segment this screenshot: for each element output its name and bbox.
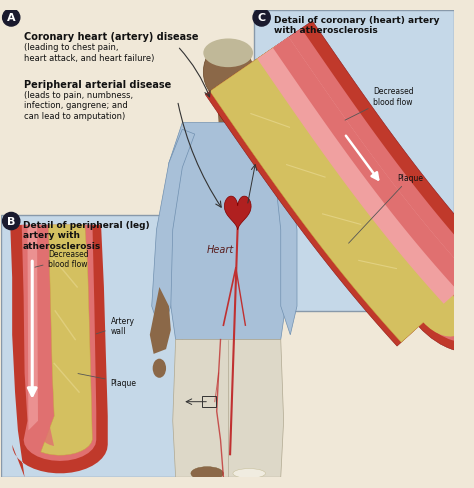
- Text: Detail of coronary (heart) artery
with atherosclerosis: Detail of coronary (heart) artery with a…: [274, 16, 439, 35]
- Text: (leading to chest pain,
heart attack, and heart failure): (leading to chest pain, heart attack, an…: [24, 43, 154, 62]
- Ellipse shape: [203, 40, 253, 68]
- Circle shape: [2, 10, 20, 27]
- Polygon shape: [262, 130, 297, 335]
- Ellipse shape: [398, 253, 474, 352]
- Circle shape: [2, 213, 20, 230]
- Text: B: B: [7, 217, 15, 226]
- Polygon shape: [22, 225, 96, 461]
- Polygon shape: [27, 225, 38, 430]
- Text: C: C: [257, 14, 266, 23]
- Polygon shape: [27, 225, 54, 446]
- Polygon shape: [152, 130, 195, 335]
- Text: Decreased
blood flow: Decreased blood flow: [35, 249, 89, 268]
- FancyBboxPatch shape: [254, 11, 454, 311]
- Ellipse shape: [153, 359, 166, 378]
- Polygon shape: [224, 197, 251, 230]
- Circle shape: [253, 10, 270, 27]
- Text: A: A: [7, 14, 16, 23]
- Polygon shape: [217, 100, 240, 123]
- FancyBboxPatch shape: [0, 216, 182, 477]
- Polygon shape: [173, 340, 283, 477]
- Ellipse shape: [191, 467, 223, 480]
- Polygon shape: [216, 29, 474, 338]
- Ellipse shape: [203, 43, 253, 102]
- Text: Detail of peripheral (leg)
artery with
atherosclerosis: Detail of peripheral (leg) artery with a…: [23, 221, 149, 250]
- Polygon shape: [10, 225, 108, 477]
- Text: (leads to pain, numbness,
infection, gangrene; and
can lead to amputation): (leads to pain, numbness, infection, gan…: [24, 91, 133, 121]
- Text: Peripheral arterial disease: Peripheral arterial disease: [24, 80, 171, 89]
- Ellipse shape: [411, 282, 465, 337]
- Polygon shape: [273, 38, 472, 291]
- Text: Heart: Heart: [207, 244, 234, 254]
- Ellipse shape: [233, 468, 265, 478]
- Polygon shape: [210, 46, 461, 343]
- Polygon shape: [41, 225, 92, 455]
- Polygon shape: [205, 22, 474, 346]
- Text: Plaque: Plaque: [78, 374, 137, 387]
- Polygon shape: [257, 38, 472, 304]
- Polygon shape: [166, 123, 290, 340]
- Text: Decreased
blood flow: Decreased blood flow: [345, 87, 414, 121]
- Text: Coronary heart (artery) disease: Coronary heart (artery) disease: [24, 32, 198, 42]
- Text: Plaque: Plaque: [348, 173, 423, 244]
- Ellipse shape: [408, 264, 474, 342]
- Polygon shape: [150, 287, 171, 354]
- Text: Artery
wall: Artery wall: [96, 316, 135, 335]
